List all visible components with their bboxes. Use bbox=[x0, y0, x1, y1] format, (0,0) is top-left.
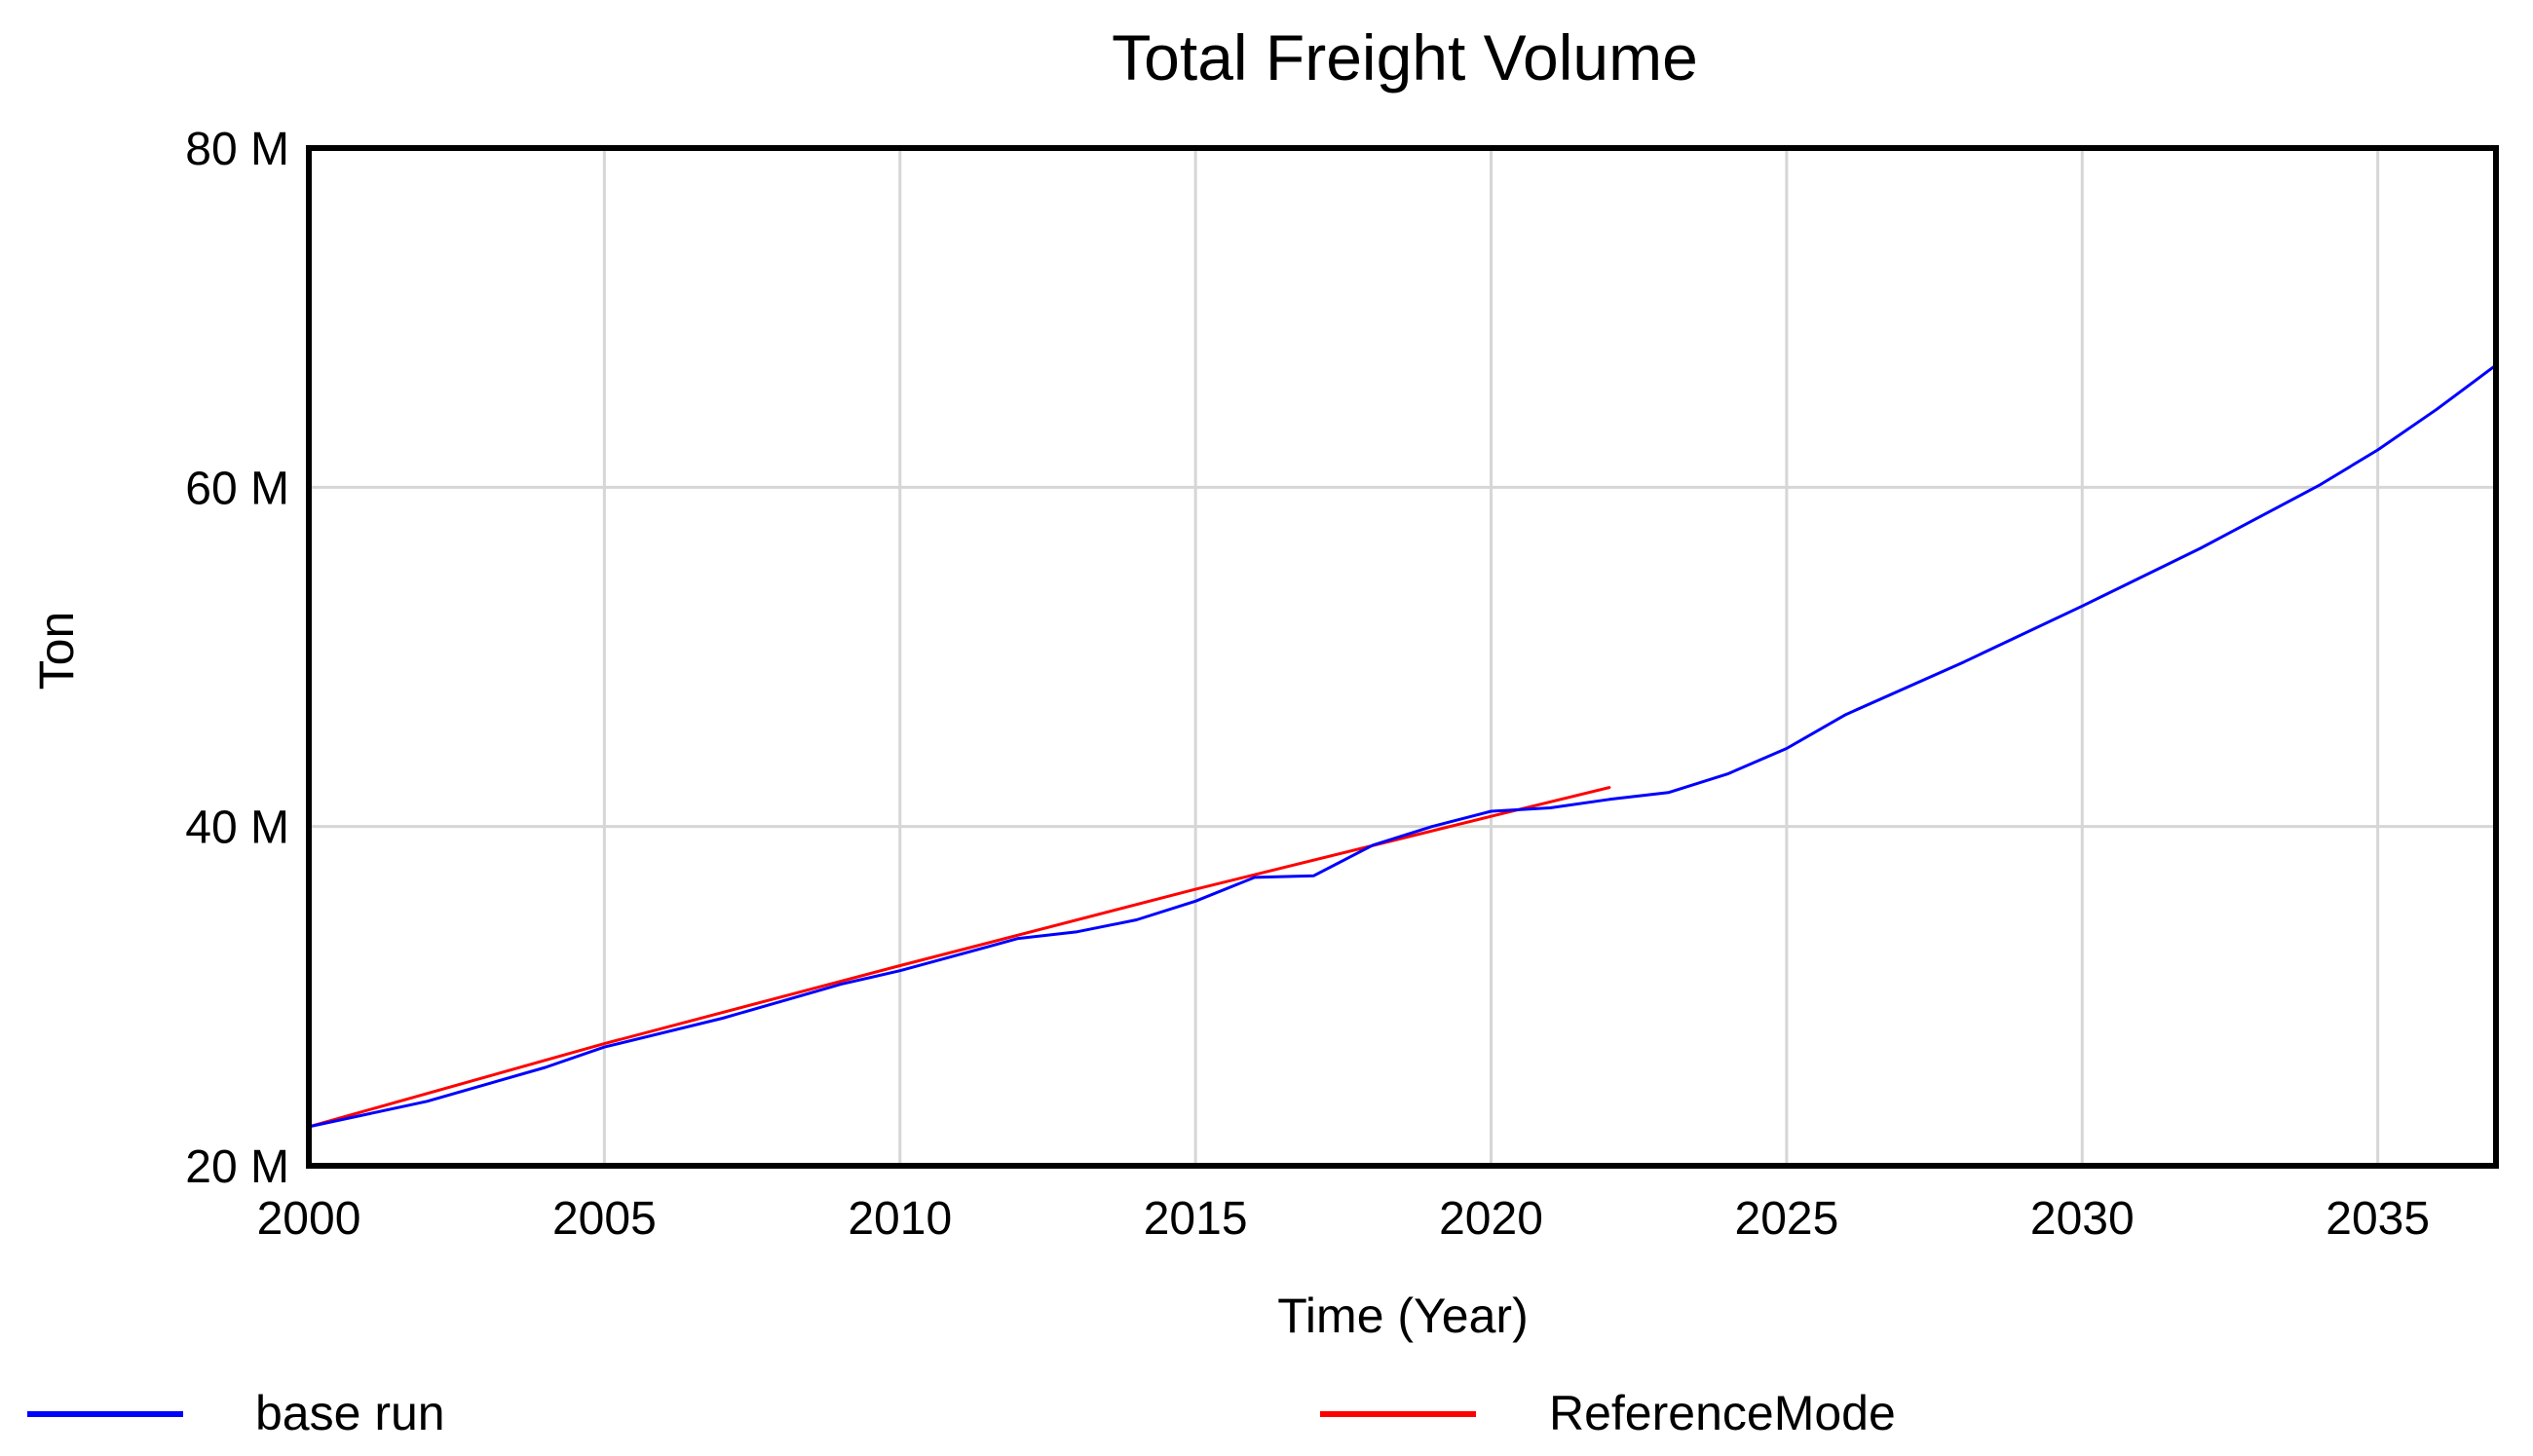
x-tick-label-2000: 2000 bbox=[257, 1193, 361, 1245]
grid bbox=[309, 148, 2496, 1166]
plot-frame bbox=[306, 145, 2499, 1169]
x-tick-label-2020: 2020 bbox=[1439, 1193, 1543, 1245]
x-axis-label: Time (Year) bbox=[1277, 1288, 1528, 1343]
y-tick-label-80: 80 M bbox=[185, 124, 289, 175]
series-group bbox=[307, 363, 2498, 1129]
x-tick-label-2015: 2015 bbox=[1144, 1193, 1248, 1245]
legend: base run ReferenceMode bbox=[27, 1386, 1896, 1440]
legend-label-reference-mode: ReferenceMode bbox=[1549, 1386, 1896, 1440]
y-axis-label: Ton bbox=[29, 612, 84, 691]
legend-label-base-run: base run bbox=[255, 1386, 445, 1440]
series-line-base-run bbox=[307, 363, 2498, 1129]
chart-title: Total Freight Volume bbox=[1112, 21, 1698, 93]
y-tick-label-60: 60 M bbox=[185, 463, 289, 514]
x-tick-label-2030: 2030 bbox=[2030, 1193, 2135, 1245]
x-axis-ticks: 2000 2005 2010 2015 2020 2025 2030 2035 bbox=[257, 1193, 2430, 1245]
y-tick-label-40: 40 M bbox=[185, 803, 289, 854]
series-line-referencemode bbox=[307, 786, 1611, 1129]
y-tick-label-20: 20 M bbox=[185, 1141, 289, 1193]
x-tick-label-2035: 2035 bbox=[2325, 1193, 2430, 1245]
x-tick-label-2025: 2025 bbox=[1735, 1193, 1839, 1245]
x-tick-label-2010: 2010 bbox=[848, 1193, 952, 1245]
y-axis-ticks: 20 M 40 M 60 M 80 M bbox=[185, 124, 289, 1193]
x-tick-label-2005: 2005 bbox=[552, 1193, 657, 1245]
